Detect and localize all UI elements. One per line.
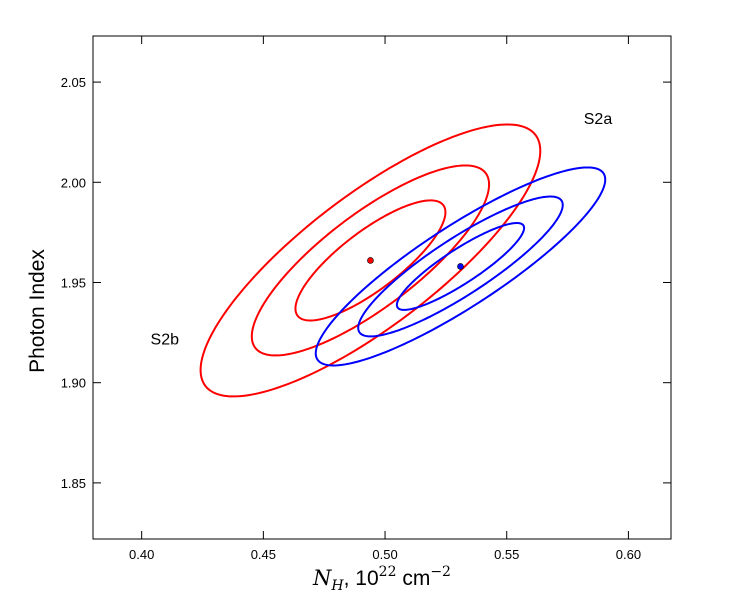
plot-frame [92,35,672,540]
best-fit-point-s2a [457,263,464,270]
contour-s2b-3 [199,123,542,398]
contour-s2b-1 [294,199,447,322]
x-axis-unit: cm [396,567,430,590]
x-axis-exponent: 22 [379,564,397,580]
annotation-s2b: S2b [151,332,180,349]
y-tick-label: 1.90 [61,376,86,391]
contour-s2a-3 [314,166,607,367]
y-tick-label: 2.00 [61,175,86,190]
x-tick-label: 0.40 [129,547,154,562]
x-tick-label: 0.45 [251,547,276,562]
x-tick-label: 0.55 [494,547,519,562]
y-tick-label: 2.05 [61,75,86,90]
x-axis-unit-exponent: −2 [430,564,451,580]
annotation-s2a: S2a [584,111,613,128]
contour-s2a-2 [357,195,564,338]
y-tick-label: 1.95 [61,275,86,290]
x-axis-label: NH, 1022 cm−2 [312,564,451,594]
x-tick-label: 0.60 [616,547,641,562]
annotation-layer: S2a S2b [151,111,613,348]
best-fit-point-s2b [367,257,374,264]
x-axis-subscript: H [330,578,344,594]
y-tick-label: 1.85 [61,476,86,491]
contour-s2b-2 [250,164,491,357]
x-axis-rest: , 10 [344,567,379,590]
contour-layer [199,123,607,398]
y-axis-label: Photon Index [26,249,49,373]
x-axis-symbol: N [312,566,332,590]
tick-layer: 0.40 0.45 0.50 0.55 0.60 1.85 1.90 1.95 2.00 2.05 [61,36,671,562]
contour-s2a-1 [395,222,526,311]
x-tick-label: 0.50 [372,547,397,562]
best-fit-layer [367,257,464,270]
